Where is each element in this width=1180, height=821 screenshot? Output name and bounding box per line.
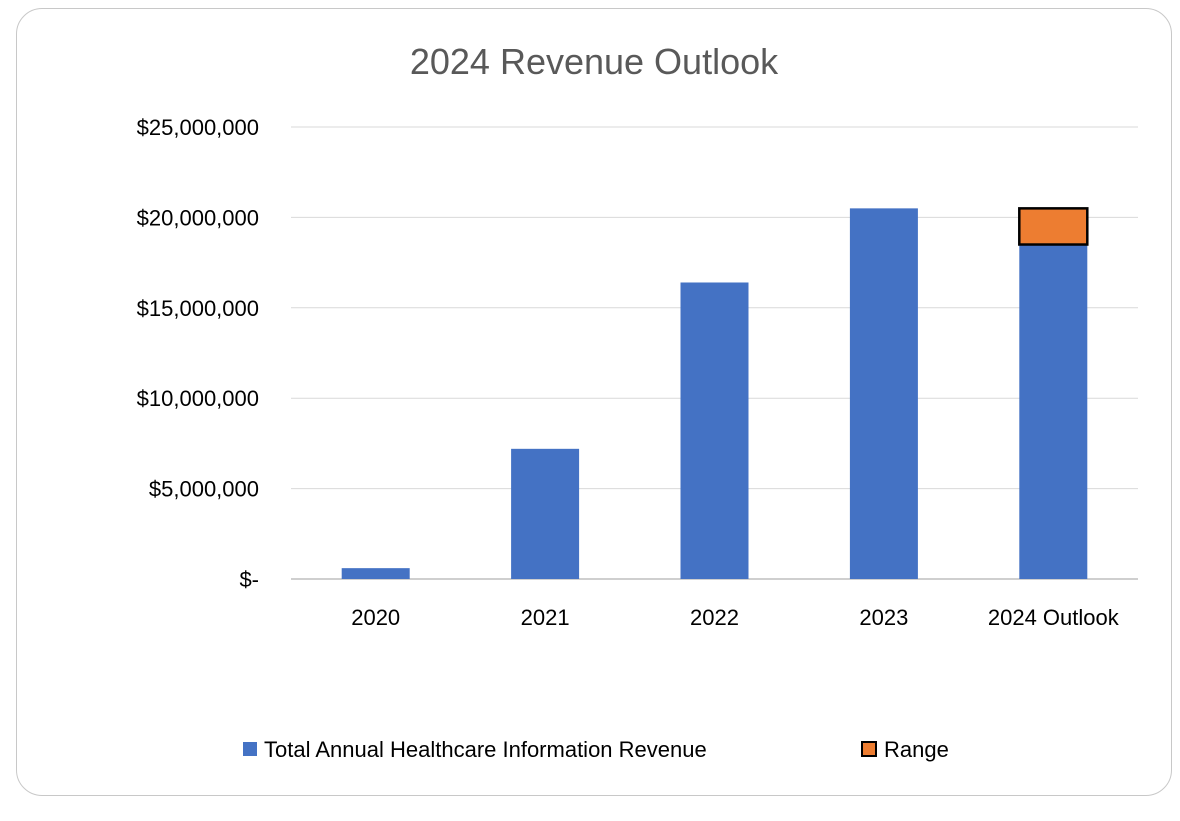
- x-tick-label: 2024 Outlook: [988, 605, 1120, 630]
- y-tick-label: $-: [239, 567, 259, 592]
- y-tick-label: $15,000,000: [137, 296, 259, 321]
- bars: [341, 207, 1089, 580]
- x-axis-ticks: 2020 2021 2022 2023 2024 Outlook: [351, 605, 1120, 630]
- y-tick-label: $25,000,000: [137, 115, 259, 140]
- x-tick-label: 2023: [859, 605, 908, 630]
- y-tick-label: $5,000,000: [149, 477, 259, 502]
- bar-total-revenue: [341, 568, 410, 579]
- legend-swatch-range: [861, 741, 877, 757]
- bar-range: [1018, 207, 1089, 246]
- chart-title: 2024 Revenue Outlook: [410, 41, 779, 82]
- chart-frame: [16, 8, 1172, 796]
- x-tick-label: 2022: [690, 605, 739, 630]
- legend-label-total-revenue: Total Annual Healthcare Information Reve…: [264, 737, 707, 762]
- bar-total-revenue: [1019, 244, 1088, 579]
- legend-swatch-total-revenue: [243, 742, 257, 756]
- bar-total-revenue: [511, 448, 580, 579]
- bar-total-revenue: [849, 208, 918, 580]
- legend: Total Annual Healthcare Information Reve…: [243, 737, 949, 762]
- y-tick-label: $10,000,000: [137, 386, 259, 411]
- y-tick-label: $20,000,000: [137, 205, 259, 230]
- legend-label-range: Range: [884, 737, 949, 762]
- x-tick-label: 2020: [351, 605, 400, 630]
- x-tick-label: 2021: [521, 605, 570, 630]
- gridlines: [291, 126, 1138, 580]
- bar-total-revenue: [680, 282, 749, 579]
- y-axis-ticks: $- $5,000,000 $10,000,000 $15,000,000 $20,00…: [137, 115, 259, 592]
